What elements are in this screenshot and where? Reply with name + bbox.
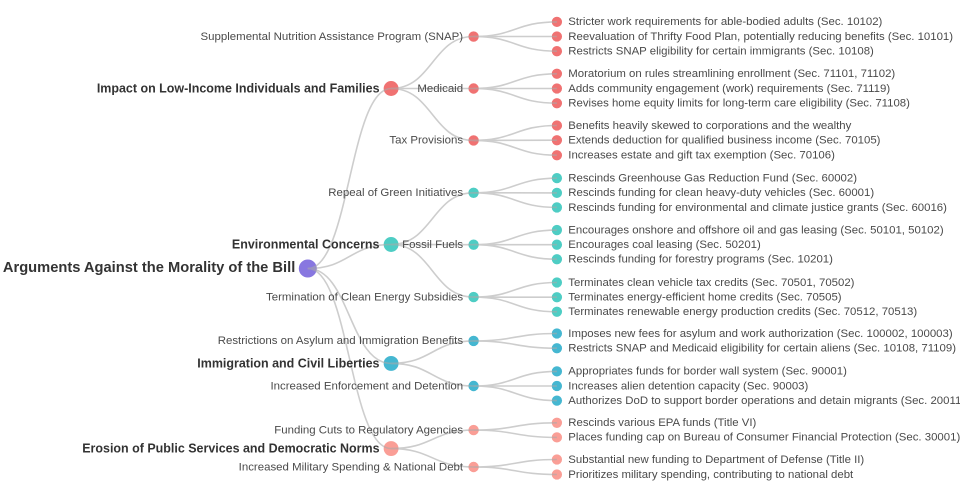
svg-text:Increased Enforcement and Dete: Increased Enforcement and Detention bbox=[270, 380, 463, 392]
svg-text:Encourages onshore and offshor: Encourages onshore and offshore oil and … bbox=[568, 224, 944, 236]
svg-text:Supplemental Nutrition Assista: Supplemental Nutrition Assistance Progra… bbox=[201, 31, 464, 43]
svg-text:Fossil Fuels: Fossil Fuels bbox=[402, 239, 463, 251]
svg-text:Imposes new fees for asylum an: Imposes new fees for asylum and work aut… bbox=[568, 328, 953, 340]
svg-text:Encourages coal leasing (Sec.: Encourages coal leasing (Sec. 50201) bbox=[568, 239, 761, 251]
svg-text:Repeal of Green Initiatives: Repeal of Green Initiatives bbox=[328, 187, 463, 199]
svg-text:Increases alien detention capa: Increases alien detention capacity (Sec.… bbox=[568, 380, 808, 392]
svg-text:Erosion of Public Services and: Erosion of Public Services and Democrati… bbox=[82, 442, 379, 456]
svg-text:Increases estate and gift tax: Increases estate and gift tax exemption … bbox=[568, 150, 835, 162]
svg-text:Environmental Concerns: Environmental Concerns bbox=[232, 237, 380, 251]
svg-text:Terminates energy-efficient ho: Terminates energy-efficient home credits… bbox=[568, 292, 842, 304]
svg-text:Increased Military Spending &: Increased Military Spending & National D… bbox=[239, 461, 464, 473]
svg-text:Tax Provisions: Tax Provisions bbox=[389, 135, 463, 147]
svg-text:Adds community engagement (wor: Adds community engagement (work) require… bbox=[568, 83, 890, 95]
svg-text:Restricts SNAP eligibility for: Restricts SNAP eligibility for certain i… bbox=[568, 46, 874, 58]
svg-text:Appropriates funds for border: Appropriates funds for border wall syste… bbox=[568, 366, 847, 378]
svg-text:Extends deduction for qualifie: Extends deduction for qualified business… bbox=[568, 135, 880, 147]
svg-text:Restricts SNAP and Medicaid el: Restricts SNAP and Medicaid eligibility … bbox=[568, 343, 956, 355]
svg-text:Terminates clean vehicle tax c: Terminates clean vehicle tax credits (Se… bbox=[568, 277, 854, 289]
svg-text:Benefits heavily skewed to cor: Benefits heavily skewed to corporations … bbox=[568, 120, 851, 132]
svg-text:Restrictions on Asylum and Imm: Restrictions on Asylum and Immigration B… bbox=[218, 335, 464, 347]
svg-text:Arguments Against the Morality: Arguments Against the Morality of the Bi… bbox=[3, 260, 295, 276]
svg-text:Reevaluation of Thrifty Food P: Reevaluation of Thrifty Food Plan, poten… bbox=[568, 31, 953, 43]
svg-text:Impact on Low-Income Individua: Impact on Low-Income Individuals and Fam… bbox=[97, 81, 380, 95]
svg-text:Moratorium on rules streamlini: Moratorium on rules streamlining enrollm… bbox=[568, 68, 895, 80]
svg-text:Prioritizes military spending,: Prioritizes military spending, contribut… bbox=[568, 469, 854, 481]
svg-text:Rescinds funding for environme: Rescinds funding for environmental and c… bbox=[568, 202, 947, 214]
svg-text:Terminates renewable energy pr: Terminates renewable energy production c… bbox=[568, 306, 917, 318]
svg-text:Stricter work requirements for: Stricter work requirements for able-bodi… bbox=[568, 16, 882, 28]
svg-text:Substantial new funding to Dep: Substantial new funding to Department of… bbox=[568, 454, 864, 466]
svg-text:Rescinds various EPA funds (Ti: Rescinds various EPA funds (Title VI) bbox=[568, 417, 756, 429]
svg-text:Rescinds funding for forestry: Rescinds funding for forestry programs (… bbox=[568, 254, 833, 266]
svg-text:Funding Cuts to Regulatory Age: Funding Cuts to Regulatory Agencies bbox=[274, 424, 463, 436]
svg-text:Authorizes DoD to support bord: Authorizes DoD to support border operati… bbox=[568, 395, 960, 407]
svg-text:Immigration and Civil Libertie: Immigration and Civil Liberties bbox=[197, 356, 379, 370]
svg-text:Medicaid: Medicaid bbox=[417, 83, 463, 95]
svg-text:Rescinds Greenhouse Gas Reduct: Rescinds Greenhouse Gas Reduction Fund (… bbox=[568, 172, 857, 184]
svg-text:Revises home equity limits for: Revises home equity limits for long-term… bbox=[568, 98, 910, 110]
svg-text:Termination of Clean Energy Su: Termination of Clean Energy Subsidies bbox=[266, 291, 463, 303]
svg-text:Rescinds funding for clean hea: Rescinds funding for clean heavy-duty ve… bbox=[568, 187, 874, 199]
svg-text:Places funding cap on Bureau o: Places funding cap on Bureau of Consumer… bbox=[568, 432, 960, 444]
